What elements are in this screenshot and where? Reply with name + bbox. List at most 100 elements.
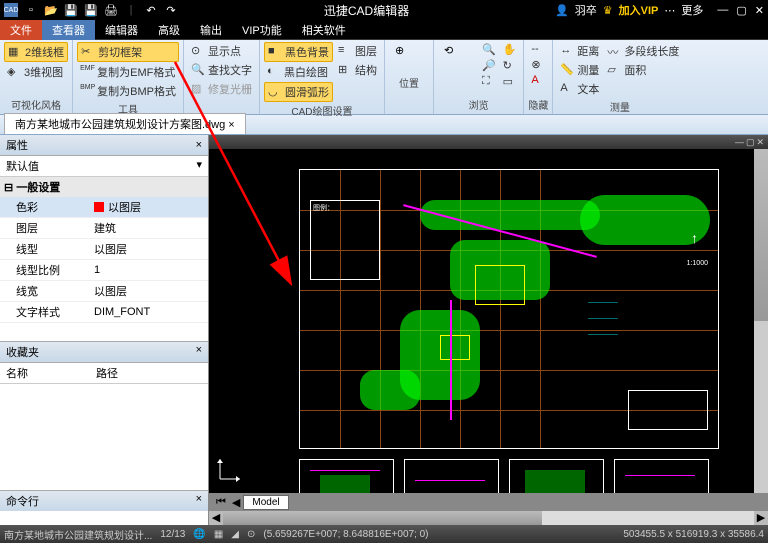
btn-text[interactable]: A文本 [557,80,602,98]
btn-repair-raster[interactable]: ▨修复光栅 [188,80,255,98]
btn-2d-wireframe[interactable]: ▦2维线框 [4,42,68,62]
drawing-frame-main: 图例： ─────── ─────── ─────── ↑ 1:1000 [299,169,719,449]
fav-col-path[interactable]: 路径 [96,365,118,381]
prop-row-linetype[interactable]: 线型以图层 [0,239,208,260]
prop-section-general[interactable]: ⊟ 一般设置 [0,177,208,197]
fav-col-name[interactable]: 名称 [6,365,96,381]
menubar: 文件 查看器 编辑器 高级 输出 VIP功能 相关软件 [0,20,768,40]
ribbon-group-visual: ▦2维线框 ◈3维视图 可视化风格 [0,40,73,114]
status-icon-3[interactable]: ◢ [231,529,239,540]
scroll-h[interactable]: ◀ ▶ [209,511,768,525]
redo-icon[interactable]: ↷ [164,3,178,17]
btn-browse-1[interactable]: ⟲ [438,42,478,96]
group-label-visual: 可视化风格 [4,96,68,112]
panel-close-icon[interactable]: × [196,344,202,360]
btn-rotate[interactable]: ↻ [500,58,520,73]
default-value-row[interactable]: 默认值 ▾ [0,156,208,177]
divider: | [124,3,138,17]
btn-structure[interactable]: ⊞结构 [335,61,380,79]
model-tab[interactable]: Model [243,495,288,510]
app-icon: CAD [4,3,18,17]
panel-close-icon[interactable]: × [196,493,202,509]
btn-clip-frame[interactable]: ✂剪切框架 [77,42,179,62]
status-coords: (5.659267E+007; 8.648816E+007; 0) [263,529,428,540]
btn-bw-drawing[interactable]: ◐黑白绘图 [264,63,333,81]
btn-black-bg[interactable]: ■黑色背景 [264,42,333,62]
tab-close-icon[interactable]: × [228,119,234,131]
menu-file[interactable]: 文件 [0,20,42,40]
open-icon[interactable]: 📂 [44,3,58,17]
btn-hide-2[interactable]: ⊗ [528,57,548,72]
prop-row-lineweight[interactable]: 线宽以图层 [0,281,208,302]
file-tab[interactable]: 南方某地城市公园建筑规划设计方案图.dwg × [4,113,246,134]
username[interactable]: 羽卒 [575,2,597,18]
ribbon-group-find: ⊙显示点 🔍查找文字 ▨修复光栅 [184,40,260,114]
print-icon[interactable]: 🖨 [104,3,118,17]
btn-3d-view[interactable]: ◈3维视图 [4,63,68,81]
thumbnail-2 [404,459,499,493]
ribbon-group-tools: ✂剪切框架 EMF复制为EMF格式 BMP复制为BMP格式 工具 [73,40,184,114]
properties-table: ⊟ 一般设置 色彩 以图层 图层建筑 线型以图层 线型比例1 线宽以图层 文字样… [0,177,208,323]
more-button[interactable]: 更多 [681,2,703,18]
btn-measure[interactable]: 📏测量 [557,61,602,79]
save-icon[interactable]: 💾 [64,3,78,17]
btn-zoom-out[interactable]: 🔎 [479,58,499,73]
close-button[interactable]: ✕ [755,4,764,17]
vip-button[interactable]: 加入VIP [619,2,659,18]
btn-hide-3[interactable]: A [528,73,548,87]
menu-output[interactable]: 输出 [190,20,232,40]
new-icon[interactable]: ▫ [24,3,38,17]
prop-row-textstyle[interactable]: 文字样式DIM_FONT [0,302,208,323]
favorites-header: 收藏夹 × [0,341,208,363]
model-tab-row: ⏮ ◀ Model [209,493,768,511]
btn-distance[interactable]: ↔距离 [557,42,602,60]
user-icon[interactable]: 👤 [555,4,569,17]
canvas-area: — ▢ ✕ [209,135,768,525]
canvas-min-icon[interactable]: — [735,137,744,147]
crown-icon: ♛ [603,4,613,17]
prop-row-layer[interactable]: 图层建筑 [0,218,208,239]
menu-editor[interactable]: 编辑器 [95,20,148,40]
tab-nav-prev[interactable]: ◀ [229,496,243,509]
prop-row-ltscale[interactable]: 线型比例1 [0,260,208,281]
btn-pan[interactable]: ✋ [500,42,520,57]
undo-icon[interactable]: ↶ [144,3,158,17]
btn-extent[interactable]: ▭ [500,74,520,89]
btn-position[interactable]: ⊕ [389,42,429,74]
scroll-v[interactable] [754,149,768,493]
btn-smooth-arc[interactable]: ◡圆滑弧形 [264,82,333,102]
btn-area[interactable]: ▱面积 [604,61,682,79]
command-input[interactable] [0,511,208,525]
tab-nav-first[interactable]: ⏮ [213,496,229,509]
minimize-button[interactable]: — [717,4,728,17]
btn-copy-emf[interactable]: EMF复制为EMF格式 [77,63,179,81]
canvas[interactable]: 图例： ─────── ─────── ─────── ↑ 1:1000 [209,149,768,493]
btn-copy-bmp[interactable]: BMP复制为BMP格式 [77,82,179,100]
menu-vip[interactable]: VIP功能 [232,20,292,40]
btn-fit[interactable]: ⛶ [479,74,499,89]
btn-polyline-len[interactable]: 〰多段线长度 [604,42,682,60]
saveas-icon[interactable]: 💾 [84,3,98,17]
btn-hide-1[interactable]: -- [528,42,548,56]
menu-related[interactable]: 相关软件 [292,20,356,40]
ucs-icon [215,454,245,487]
menu-advanced[interactable]: 高级 [148,20,190,40]
status-icon-2[interactable]: ▦ [214,529,223,540]
statusbar: 南方某地城市公园建筑规划设计... 12/13 🌐 ▦ ◢ ⊙ (5.65926… [0,525,768,543]
btn-find-text[interactable]: 🔍查找文字 [188,61,255,79]
panel-close-icon[interactable]: × [196,139,202,151]
btn-zoom-in[interactable]: 🔍 [479,42,499,57]
canvas-close-icon[interactable]: ✕ [756,137,764,148]
dropdown-icon[interactable]: ▾ [196,158,202,174]
btn-show-points[interactable]: ⊙显示点 [188,42,255,60]
more-icon: ⋯ [664,4,675,17]
maximize-button[interactable]: ▢ [736,4,746,17]
status-icon-1[interactable]: 🌐 [193,529,205,540]
prop-row-color[interactable]: 色彩 以图层 [0,197,208,218]
titlebar: CAD ▫ 📂 💾 💾 🖨 | ↶ ↷ 迅捷CAD编辑器 👤 羽卒 ♛ 加入VI… [0,0,768,20]
btn-layers[interactable]: ≡图层 [335,42,380,60]
canvas-max-icon[interactable]: ▢ [746,137,755,148]
ribbon-group-position: ⊕ 位置 [385,40,434,114]
status-icon-4[interactable]: ⊙ [247,529,255,540]
menu-viewer[interactable]: 查看器 [42,20,95,40]
